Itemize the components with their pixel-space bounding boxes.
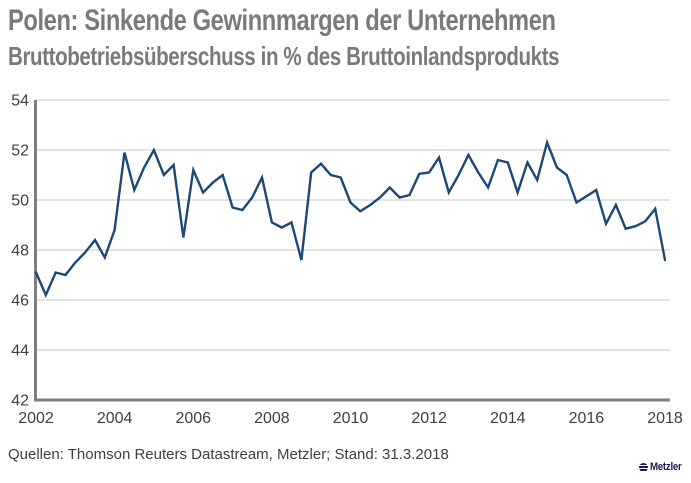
data-line (34, 138, 667, 298)
page-title: Polen: Sinkende Gewinnmargen der Unterne… (8, 6, 691, 36)
x-tick-label: 2010 (333, 410, 369, 427)
x-tick-label: 2014 (490, 410, 526, 427)
page-title-text: Polen: Sinkende Gewinnmargen der Unterne… (8, 4, 556, 37)
page-subtitle: Bruttobetriebsüberschuss in % des Brutto… (8, 43, 691, 69)
metzler-logo: Metzler (639, 461, 686, 473)
metzler-logo-text: Metzler (650, 461, 682, 473)
x-tick-label: 2002 (18, 410, 54, 427)
metzler-logo-icon (639, 462, 649, 472)
page-subtitle-text: Bruttobetriebsüberschuss in % des Brutto… (8, 41, 560, 71)
y-tick-label: 42 (11, 393, 29, 410)
x-tick-label: 2004 (97, 410, 133, 427)
x-tick-label: 2006 (175, 410, 211, 427)
x-tick-label: 2008 (254, 410, 290, 427)
y-tick-label: 44 (11, 343, 29, 360)
y-tick-label: 52 (11, 143, 29, 160)
y-tick-label: 50 (11, 193, 29, 210)
x-tick-label: 2016 (569, 410, 605, 427)
x-tick-label: 2018 (647, 410, 683, 427)
source-note: Quellen: Thomson Reuters Datastream, Met… (8, 446, 449, 463)
y-tick-label: 48 (11, 243, 29, 260)
y-tick-label: 46 (11, 293, 29, 310)
y-tick-label: 54 (11, 93, 29, 110)
x-tick-label: 2012 (411, 410, 447, 427)
